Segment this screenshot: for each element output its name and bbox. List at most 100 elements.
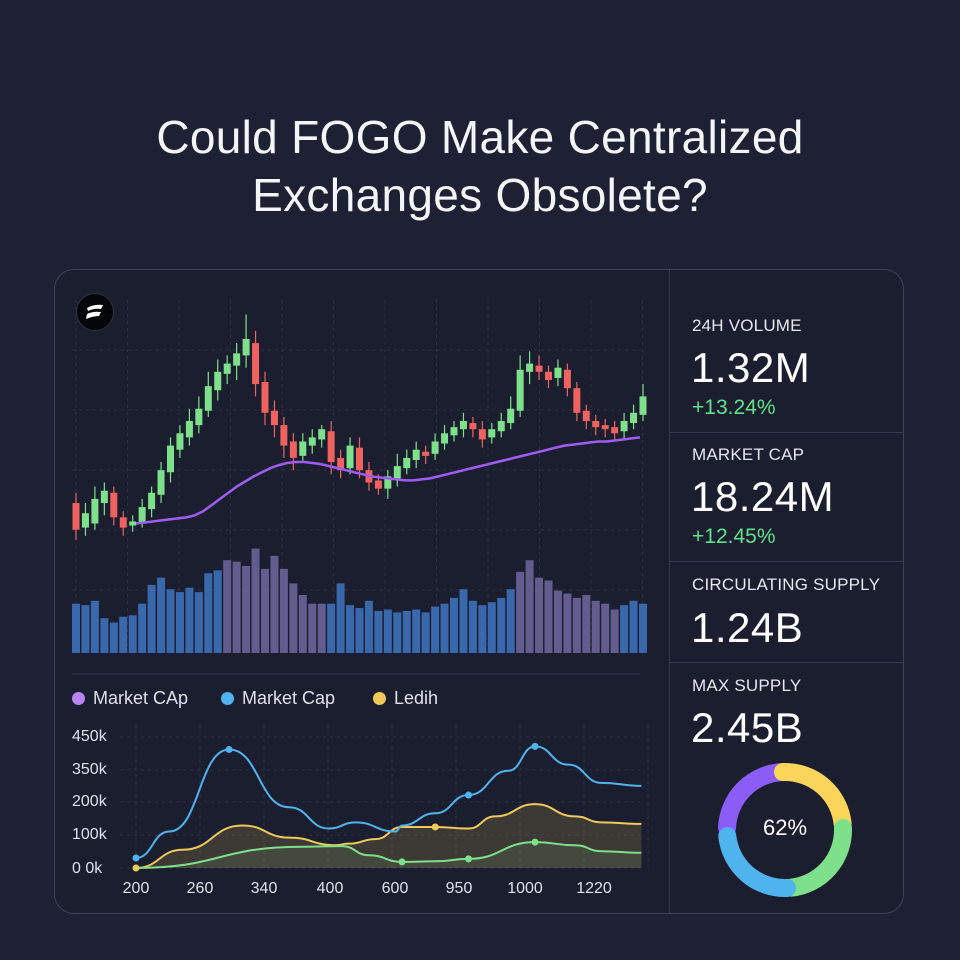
volume-bar — [497, 597, 506, 653]
candle-body — [327, 431, 335, 462]
legend-dot — [373, 692, 386, 705]
volume-bar — [128, 615, 137, 653]
volume-bar — [90, 600, 99, 653]
volume-bar — [81, 605, 90, 653]
legend-label: Market CAp — [93, 688, 189, 708]
volume-bar — [317, 603, 326, 653]
candle-body — [318, 429, 326, 440]
volume-bar — [364, 600, 373, 653]
volume-bar — [72, 603, 80, 653]
candle-body — [148, 492, 156, 510]
candle-body — [252, 343, 260, 385]
moving-average-line — [135, 436, 641, 525]
legend-item-market-cap-purple[interactable]: Market CAp — [72, 688, 188, 709]
title-line-1: Could FOGO Make Centralized — [156, 111, 804, 163]
donut-segment — [718, 763, 792, 837]
candle-body — [450, 427, 458, 436]
candle-body — [129, 521, 137, 526]
fogo-logo-icon — [76, 293, 114, 331]
green-line — [135, 841, 642, 869]
volume-bar — [535, 577, 544, 653]
volume-bar — [431, 606, 440, 653]
volume-bar — [393, 612, 402, 653]
stats-divider-2 — [670, 561, 903, 562]
candle-body — [563, 369, 571, 389]
volume-bar — [620, 605, 629, 653]
market-cap-point — [225, 745, 233, 753]
candle-body — [630, 412, 638, 424]
candle-body — [356, 447, 363, 471]
stat-24h-volume-value: 1.32M — [691, 344, 811, 391]
candle-body — [346, 445, 354, 469]
candle-body — [72, 503, 80, 530]
volume-bar — [251, 548, 260, 653]
volume-bar — [119, 616, 128, 653]
candle-body — [431, 441, 439, 454]
candle-body — [167, 445, 174, 473]
y-tick-label: 450k — [72, 728, 108, 745]
x-tick-label: 260 — [187, 880, 214, 897]
candle-body — [497, 421, 505, 432]
legend-item-ledih[interactable]: Ledih — [373, 688, 438, 709]
candle-body — [204, 386, 212, 411]
ledih-area — [136, 804, 642, 868]
volume-bar — [270, 555, 279, 653]
candle-body — [459, 421, 467, 430]
ledih-point — [431, 823, 439, 831]
candle-body — [639, 396, 647, 415]
candle-body — [242, 339, 250, 356]
volume-bar — [355, 608, 364, 653]
candle-body — [223, 363, 231, 374]
candle-body — [195, 408, 203, 426]
volume-bar — [544, 580, 553, 653]
legend-item-market-cap-blue[interactable]: Market Cap — [221, 688, 335, 709]
volume-bar — [487, 602, 496, 653]
candle-body — [384, 476, 392, 489]
stat-24h-volume-change: +13.24% — [692, 396, 776, 419]
x-tick-label: 1000 — [507, 880, 543, 897]
volume-bar — [261, 568, 269, 653]
volume-bar — [185, 587, 194, 653]
volume-bar — [308, 603, 317, 653]
candle-body — [469, 423, 477, 430]
page-title: Could FOGO Make Centralized Exchanges Ob… — [0, 108, 960, 224]
candle-body — [545, 371, 552, 380]
legend-dot — [221, 692, 234, 705]
y-tick-label: 100k — [72, 826, 108, 843]
donut-segment — [718, 827, 797, 897]
volume-bars — [72, 548, 647, 653]
candle-body — [620, 421, 628, 432]
x-tick-label: 600 — [382, 880, 409, 897]
volume-bar — [629, 600, 638, 653]
candle-body — [441, 433, 449, 444]
volume-bar — [204, 573, 213, 653]
ledih-point — [132, 864, 140, 872]
volume-bar — [157, 577, 166, 653]
candle-body — [535, 365, 543, 372]
volume-bar — [138, 603, 147, 653]
green-point — [465, 855, 472, 863]
volume-bar — [572, 597, 581, 653]
candle-body — [185, 421, 193, 438]
candle-body — [422, 451, 430, 456]
candle-body — [138, 507, 146, 524]
x-tick-label: 340 — [251, 880, 278, 897]
volume-bar — [639, 603, 647, 653]
volume-bar — [582, 595, 591, 653]
volume-bar — [468, 600, 477, 653]
volume-bar — [478, 605, 487, 653]
stat-market-cap-value: 18.24M — [691, 473, 835, 520]
volume-bar — [591, 600, 600, 653]
volume-bar — [553, 590, 562, 653]
legend-label: Market Cap — [242, 688, 336, 708]
candle-body — [214, 371, 222, 391]
candle-body — [412, 449, 420, 460]
candle-body — [81, 513, 89, 528]
title-line-2: Exchanges Obsolete? — [252, 169, 708, 221]
x-tick-label: 1220 — [576, 880, 612, 897]
line-series — [132, 742, 642, 872]
candle-body — [601, 425, 609, 430]
volume-bar — [194, 592, 203, 653]
green-point — [398, 858, 406, 866]
